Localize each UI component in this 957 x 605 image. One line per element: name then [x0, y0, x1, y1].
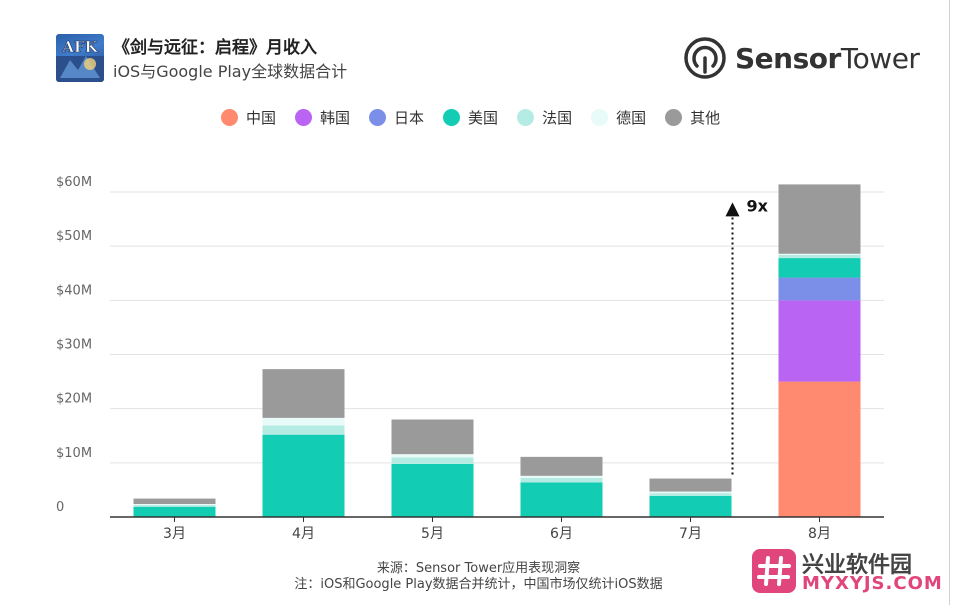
x-tick-label: 3月 [163, 526, 186, 542]
y-tick-label: $50M [56, 229, 92, 244]
legend: 中国 韩国 日本 美国 法国 德国 其他 [221, 106, 720, 128]
bar-segment [262, 425, 345, 435]
bar-segment [520, 478, 603, 483]
bar-segment [262, 434, 345, 517]
x-tick-label: 5月 [421, 526, 444, 542]
legend-item-other: 其他 [665, 107, 720, 128]
y-tick-label: $30M [56, 338, 92, 353]
legend-swatch [369, 108, 387, 126]
bar-segment [133, 498, 216, 504]
game-logo: AFK [56, 34, 104, 82]
x-tick-label: 4月 [292, 526, 315, 542]
bar-segment [520, 475, 603, 478]
sensor-tower-logo-icon [684, 37, 726, 79]
bar-segment [520, 456, 603, 476]
x-tick-label: 7月 [679, 526, 702, 542]
watermark-url: MYXYJS.COM [802, 573, 943, 594]
brand-name-bold: Sensor [735, 41, 841, 75]
legend-item-usa: 美国 [443, 107, 498, 128]
legend-label: 日本 [394, 108, 425, 127]
legend-swatch [295, 108, 313, 126]
chart-title: 《剑与远征：启程》月收入 [113, 38, 317, 58]
legend-swatch [591, 108, 609, 126]
legend-label: 德国 [616, 108, 647, 127]
bar-segment [649, 493, 732, 496]
bar-segment [649, 478, 732, 492]
bar-segment [133, 506, 216, 517]
legend-item-france: 法国 [517, 107, 572, 128]
legend-label: 美国 [468, 108, 499, 127]
bar-segment [133, 505, 216, 507]
y-tick-label: $40M [56, 283, 92, 298]
legend-item-japan: 日本 [369, 107, 424, 128]
y-tick-label: 0 [56, 500, 64, 515]
bar-segment [391, 457, 474, 464]
watermark: 兴业软件园 MYXYJS.COM [752, 545, 952, 597]
legend-item-china: 中国 [221, 107, 276, 128]
x-tick-label: 6月 [550, 526, 573, 542]
legend-label: 韩国 [320, 108, 351, 127]
bar-segment [133, 504, 216, 506]
y-tick-label: $10M [56, 446, 92, 461]
bar-segment [778, 300, 861, 382]
bar-segment [649, 491, 732, 494]
chart-subtitle: iOS与Google Play全球数据合计 [113, 62, 348, 81]
bar-segment [778, 253, 861, 255]
bar-segment [520, 482, 603, 517]
legend-item-korea: 韩国 [295, 107, 350, 128]
bar-segment [262, 417, 345, 426]
x-tick-label: 8月 [808, 526, 831, 542]
bar-segment [262, 369, 345, 418]
legend-label: 法国 [542, 108, 573, 127]
y-tick-label: $20M [56, 392, 92, 407]
sensor-tower-brand: SensorTower [683, 36, 920, 80]
bar-segment [778, 184, 861, 254]
legend-label: 其他 [690, 108, 721, 127]
bar-segment [391, 454, 474, 458]
stacked-bar-chart: 0 $10M $20M $30M $40M $50M $60M 3月 4月 5月 6月 7月 8月 9x [56, 175, 884, 542]
y-tick-label: $60M [56, 175, 92, 190]
bar-segment [391, 419, 474, 455]
legend-swatch [517, 108, 535, 126]
bar-segment [778, 277, 861, 301]
legend-swatch [665, 108, 683, 126]
bar-segment [649, 495, 732, 517]
bar-segment [778, 254, 861, 259]
brand-name-regular: Tower [840, 41, 920, 75]
legend-swatch [443, 108, 461, 126]
brand-name: SensorTower [735, 41, 920, 75]
footer-source: 来源：Sensor Tower应用表现洞察 [376, 561, 581, 576]
annotation-arrowhead [725, 202, 740, 217]
annotation-label: 9x [747, 196, 769, 215]
bar-segment [778, 258, 861, 278]
watermark-title: 兴业软件园 [802, 553, 913, 578]
right-edge-divider [949, 0, 950, 605]
legend-label: 中国 [246, 108, 277, 127]
game-logo-art: AFK [56, 38, 104, 82]
bar-segment [778, 381, 861, 517]
watermark-hash-icon [752, 549, 796, 593]
footer-note: 注：iOS和Google Play数据合并统计，中国市场仅统计iOS数据 [294, 577, 663, 592]
bar-segment [391, 463, 474, 517]
legend-item-germany: 德国 [591, 107, 646, 128]
legend-swatch [221, 108, 238, 126]
game-logo-text: AFK [61, 38, 98, 56]
